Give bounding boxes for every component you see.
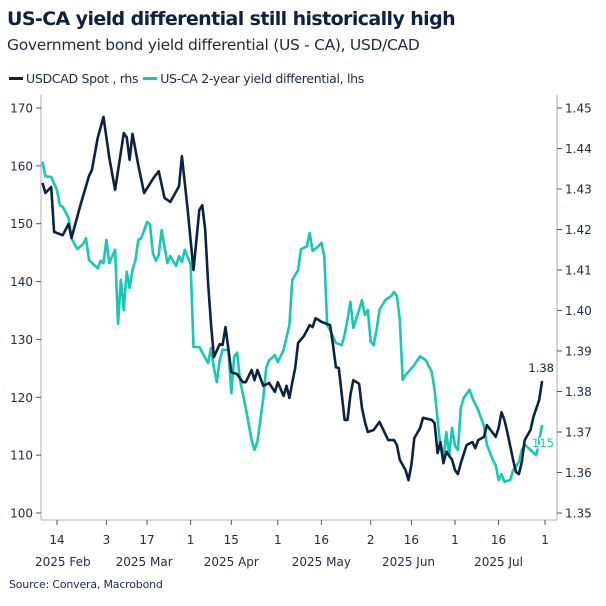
left-tick-label: 160 — [10, 159, 33, 173]
chart-title: US-CA yield differential still historica… — [7, 8, 456, 30]
legend-label-diff: US-CA 2-year yield differential, lhs — [160, 71, 365, 86]
left-tick-label: 170 — [10, 102, 33, 116]
right-tick-label: 1.44 — [565, 142, 592, 156]
left-tick-label: 150 — [10, 217, 33, 231]
x-tick-label: 16 — [314, 533, 329, 547]
x-tick-label: 1 — [451, 533, 459, 547]
right-tick-label: 1.42 — [565, 223, 592, 237]
right-tick-label: 1.35 — [565, 507, 592, 521]
x-tick-label: 16 — [491, 533, 506, 547]
legend-swatch-usdcad — [9, 77, 23, 80]
x-tick-label: 2 — [367, 533, 375, 547]
x-month-label: 2025 Feb — [35, 555, 91, 569]
left-tick-label: 100 — [10, 507, 33, 521]
x-month-label: 2025 Jun — [382, 555, 435, 569]
right-tick-label: 1.38 — [565, 385, 592, 399]
x-tick-label: 16 — [404, 533, 419, 547]
right-tick-label: 1.37 — [565, 426, 592, 440]
end-label-diff: 115 — [532, 436, 554, 450]
legend-item-diff: US-CA 2-year yield differential, lhs — [143, 71, 364, 86]
x-month-label: 2025 Jul — [474, 555, 523, 569]
x-month-label: 2025 Mar — [116, 555, 173, 569]
series-line-usdcad — [41, 115, 544, 482]
right-tick-label: 1.43 — [565, 183, 592, 197]
legend: USDCAD Spot , rhs US-CA 2-year yield dif… — [9, 71, 364, 86]
left-tick-label: 120 — [10, 391, 33, 405]
x-tick-label: 3 — [103, 533, 111, 547]
right-tick-label: 1.36 — [565, 466, 592, 480]
x-tick-label: 14 — [49, 533, 64, 547]
x-tick-label: 1 — [187, 533, 195, 547]
left-tick-label: 130 — [10, 333, 33, 347]
end-label-usdcad: 1.38 — [528, 361, 554, 375]
x-month-label: 2025 May — [292, 555, 351, 569]
x-tick-label: 17 — [139, 533, 154, 547]
x-tick-label: 1 — [274, 533, 282, 547]
right-tick-label: 1.40 — [565, 304, 592, 318]
x-tick-label: 1 — [541, 533, 549, 547]
left-tick-label: 110 — [10, 449, 33, 463]
x-month-label: 2025 Apr — [204, 555, 259, 569]
right-tick-label: 1.39 — [565, 345, 592, 359]
legend-swatch-diff — [143, 77, 158, 80]
right-tick-label: 1.41 — [565, 264, 592, 278]
legend-label-usdcad: USDCAD Spot , rhs — [26, 71, 139, 86]
chart-subtitle: Government bond yield differential (US -… — [7, 36, 420, 54]
legend-item-usdcad: USDCAD Spot , rhs — [9, 71, 138, 86]
source-note: Source: Convera, Macrobond — [9, 578, 163, 591]
series-line-diff — [41, 161, 544, 484]
right-tick-label: 1.45 — [565, 102, 592, 116]
x-tick-label: 15 — [224, 533, 239, 547]
left-tick-label: 140 — [10, 275, 33, 289]
